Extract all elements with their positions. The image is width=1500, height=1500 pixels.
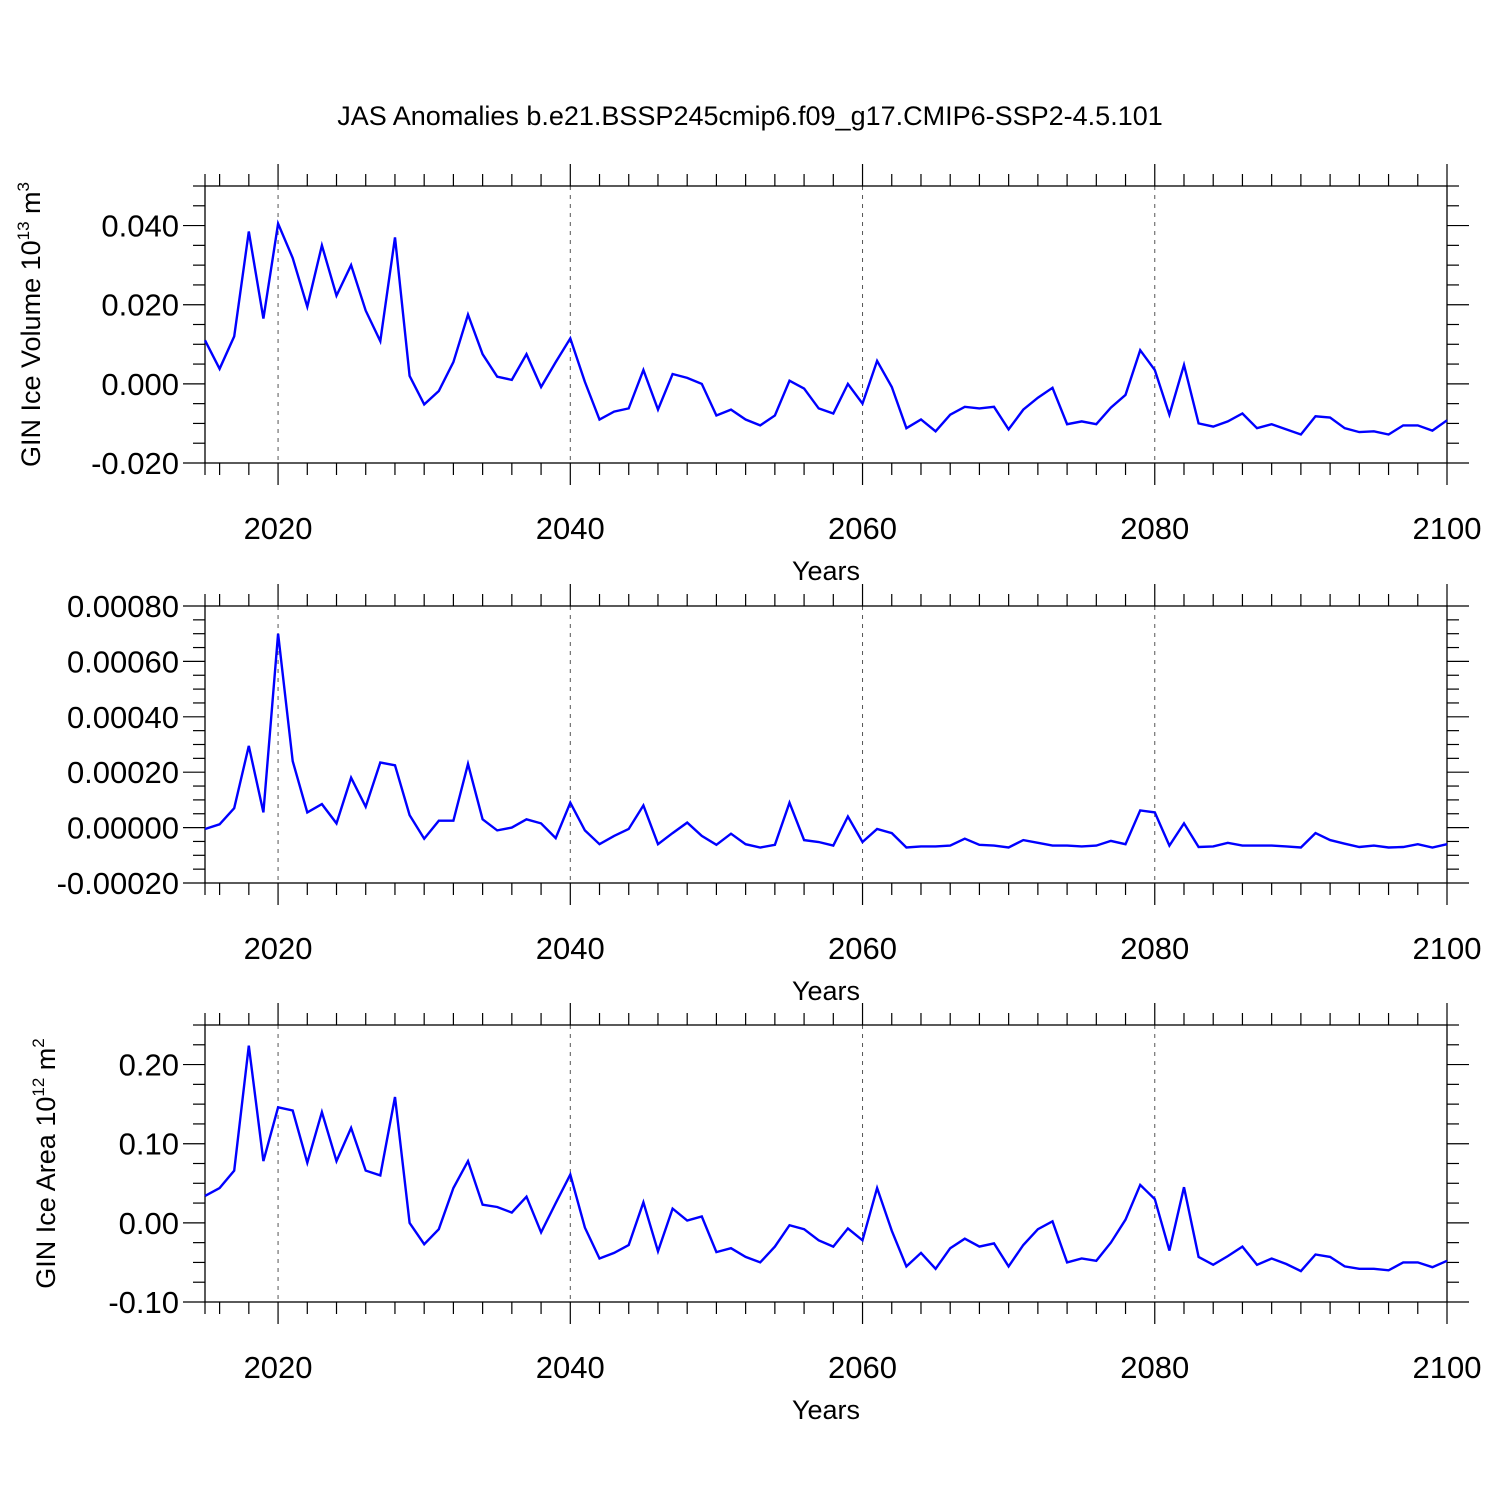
y-tick-label: 0.00000	[67, 811, 179, 846]
x-axis-label: Years	[792, 976, 860, 1006]
x-tick-label: 2080	[1120, 1350, 1189, 1385]
y-tick-label: 0.00	[119, 1206, 179, 1241]
y-tick-label: 0.040	[101, 209, 179, 244]
y-axis-label: GIN Ice Volume 1013 m3	[14, 182, 46, 467]
y-tick-label: 0.000	[101, 367, 179, 402]
chart-panel-ice-volume: 2020 2040 2060 2080 2100 -0.020 0.000 0.020 0.04…	[14, 164, 1481, 586]
x-tick-label: 2020	[244, 511, 313, 546]
x-tick-label: 2020	[244, 931, 313, 966]
x-tick-label: 2060	[828, 1350, 897, 1385]
x-tick-label: 2100	[1413, 1350, 1482, 1385]
y-axis-label: GIN Snow Volume 1013 m3	[0, 586, 4, 903]
chart-title: JAS Anomalies b.e21.BSSP245cmip6.f09_g17…	[337, 101, 1163, 131]
series-line-snow-volume	[204, 633, 1448, 849]
x-tick-label: 2060	[828, 511, 897, 546]
x-tick-label: 2020	[244, 1350, 313, 1385]
x-tick-label: 2100	[1413, 511, 1482, 546]
y-tick-label: -0.020	[91, 446, 179, 481]
x-tick-label: 2100	[1413, 931, 1482, 966]
x-axis-label: Years	[792, 1395, 860, 1425]
y-tick-label: 0.00040	[67, 700, 179, 735]
panels: 2020 2040 2060 2080 2100 -0.020 0.000 0.020 0.04…	[0, 164, 1481, 1425]
y-tick-label: 0.00060	[67, 644, 179, 679]
x-tick-label: 2040	[536, 931, 605, 966]
x-axis-label: Years	[792, 556, 860, 586]
chart-panel-ice-area: 2020 2040 2060 2080 2100 -0.10 0.00 0.10 0.20 Yea…	[29, 1003, 1481, 1425]
x-tick-label: 2080	[1120, 931, 1189, 966]
x-tick-label: 2060	[828, 931, 897, 966]
chart-panel-snow-volume: 2020 2040 2060 2080 2100 -0.00020 0.00000 0.000…	[0, 584, 1481, 1006]
y-tick-label: -0.10	[108, 1285, 179, 1320]
x-tick-label: 2040	[536, 1350, 605, 1385]
plot-frame	[204, 605, 1448, 884]
y-tick-label: 0.10	[119, 1127, 179, 1162]
series-line-ice-volume	[203, 219, 1448, 436]
plot-frame	[204, 1024, 1448, 1303]
series-line-ice-area	[204, 1045, 1448, 1273]
y-tick-label: 0.020	[101, 288, 179, 323]
x-tick-label: 2040	[536, 511, 605, 546]
y-tick-label: -0.00020	[57, 866, 179, 901]
y-tick-label: 0.00020	[67, 755, 179, 790]
y-tick-label: 0.20	[119, 1048, 179, 1083]
plot-frame	[204, 185, 1448, 464]
y-tick-label: 0.00080	[67, 589, 179, 624]
x-tick-label: 2080	[1120, 511, 1189, 546]
y-axis-label: GIN Ice Area 1012 m2	[29, 1038, 61, 1289]
